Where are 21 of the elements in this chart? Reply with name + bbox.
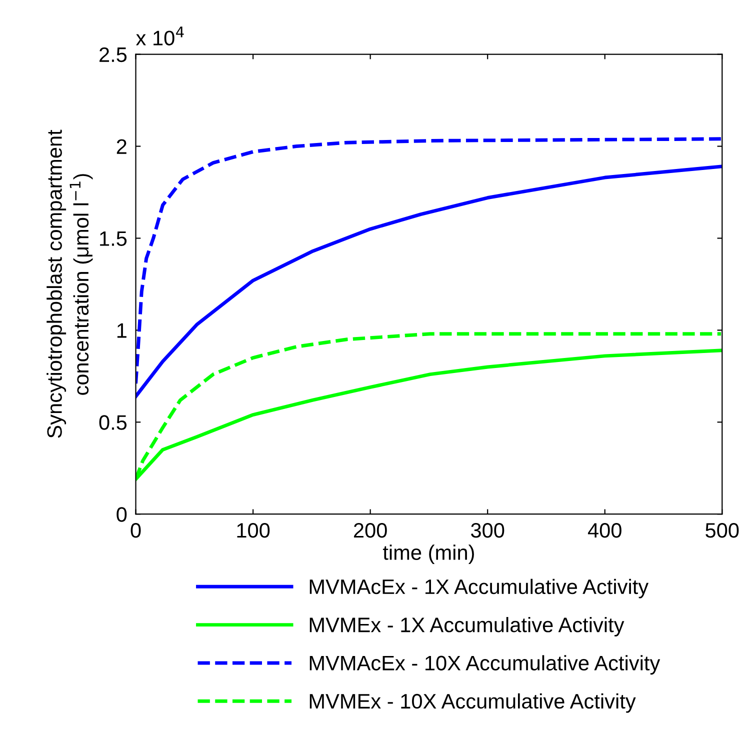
y-tick-label: 1.5: [100, 231, 127, 246]
text: x 10$^{4}$: [136, 26, 184, 46]
y-tick-label: 0: [116, 507, 127, 522]
x-tick-label: 500: [706, 522, 739, 538]
x-tick-label: 0: [130, 522, 141, 538]
x-tick-label: 300: [471, 522, 504, 538]
y-tick-label: 2.5: [100, 47, 127, 62]
legend-label: MVMAcEx - 1X Accumulative Activity: [310, 578, 649, 598]
y-tick-label: 0.5: [99, 415, 127, 430]
y-tick-label: 1: [117, 323, 126, 338]
x-tick-label: 200: [354, 522, 387, 538]
y-axis-title: Syncytiotrophoblast compartment concentration (μmol l$^{−1}$): [46, 130, 93, 438]
line-series: [136, 164, 722, 398]
legend-label: MVMAcEx - 10X Accumulative Activity: [310, 655, 660, 675]
legend-label: MVMEx - 1X Accumulative Activity: [310, 617, 624, 636]
y-tick-label: 2: [116, 139, 126, 154]
x-tick-label: 100: [237, 522, 270, 538]
x-tick-label: 400: [588, 522, 622, 538]
legend-label: MVMEx - 10X Accumulative Activity: [310, 693, 636, 713]
line-series: [136, 137, 722, 386]
x-axis-title: time (min): [382, 544, 474, 564]
